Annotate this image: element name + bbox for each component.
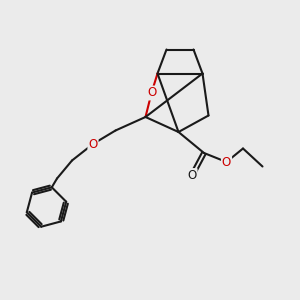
Text: O: O [147,86,156,100]
Text: O: O [188,169,196,182]
Text: O: O [222,155,231,169]
Text: O: O [88,137,98,151]
